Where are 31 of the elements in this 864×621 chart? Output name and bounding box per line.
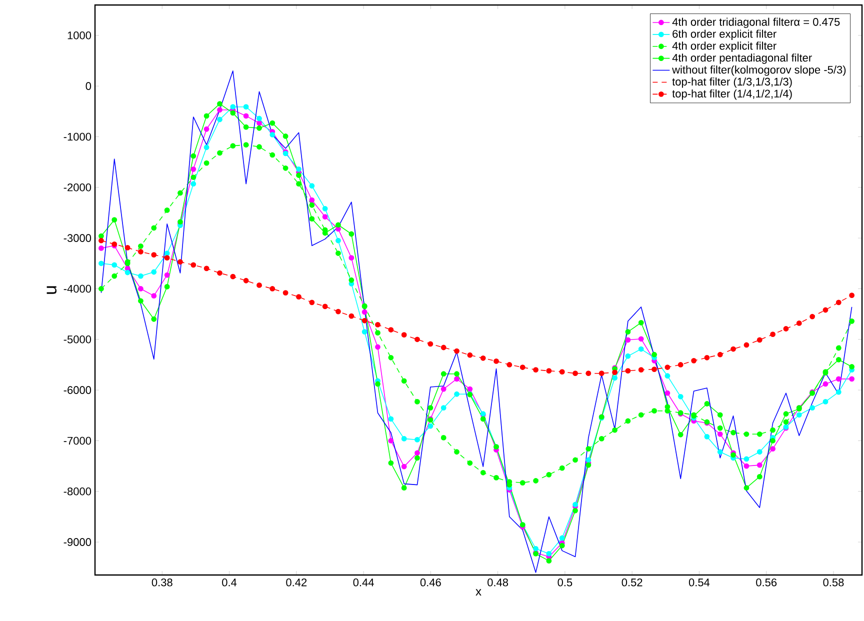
- x-tick-label: 0.54: [688, 578, 710, 586]
- y-tick-label: -2000: [64, 184, 92, 192]
- legend-label: top-hat filter (1/3,1/3,1/3): [672, 77, 792, 88]
- x-tick-label: 0.38: [152, 578, 172, 586]
- legend-label: 6th order explicit filter: [672, 30, 776, 40]
- x-tick-label: 0.56: [756, 578, 777, 586]
- y-axis-title: u: [46, 286, 56, 294]
- y-tick-label: 1000: [68, 32, 92, 40]
- x-axis-title: x: [476, 589, 482, 596]
- legend-label: without filter(kolmogorov slope -5/3): [672, 66, 846, 76]
- x-tick-label: 0.4: [222, 578, 237, 586]
- y-tick-label: -4000: [64, 284, 92, 293]
- legend-label: 4th order tridiagonal filterα = 0.475: [672, 18, 840, 28]
- x-tick-label: 0.48: [488, 578, 508, 586]
- y-tick-label: -7000: [64, 436, 92, 445]
- legend-label: top-hat filter (1/4,1/2,1/4): [672, 89, 792, 100]
- x-tick-label: 0.44: [353, 578, 374, 586]
- x-tick-label: 0.46: [420, 578, 441, 586]
- legend-label: 4th order pentadiagonal filter: [672, 54, 812, 64]
- y-tick-label: -1000: [64, 132, 92, 141]
- x-tick-label: 0.52: [622, 578, 642, 586]
- y-tick-label: -8000: [64, 488, 92, 496]
- legend-label: 4th order explicit filter: [672, 42, 776, 52]
- x-tick-label: 0.42: [286, 578, 307, 586]
- x-tick-label: 0.5: [558, 578, 572, 586]
- y-tick-label: -6000: [64, 386, 92, 394]
- x-tick-label: 0.58: [823, 578, 844, 586]
- y-tick-label: 0: [86, 82, 92, 90]
- y-tick-label: -3000: [64, 234, 92, 242]
- y-tick-label: -9000: [64, 538, 92, 546]
- y-tick-label: -5000: [64, 336, 92, 344]
